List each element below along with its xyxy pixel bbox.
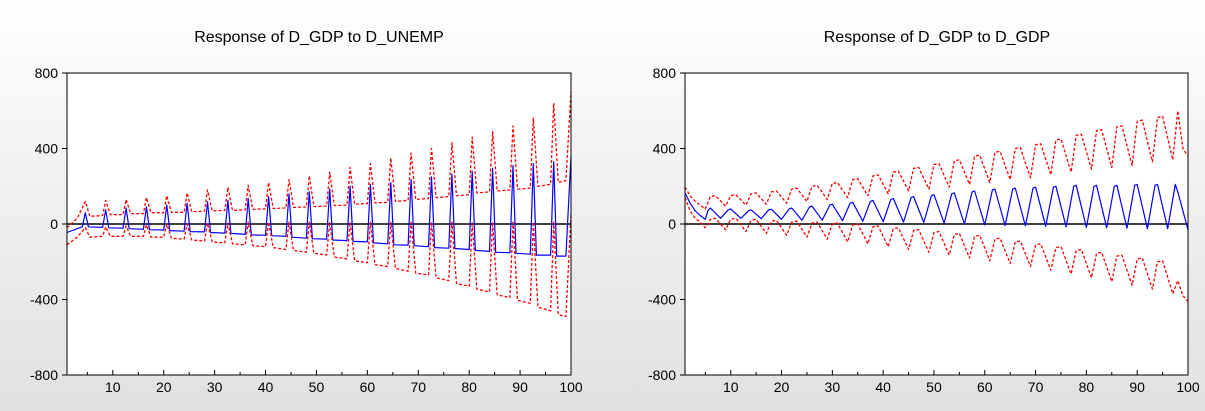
x-tick-label: 30: [207, 379, 223, 395]
y-tick-label: 0: [50, 216, 58, 232]
x-tick-label: 80: [1079, 379, 1095, 395]
x-tick-label: 10: [105, 379, 121, 395]
x-tick-label: 20: [156, 379, 172, 395]
chart-title: Response of D_GDP to D_GDP: [824, 29, 1050, 46]
y-tick-label: 800: [653, 65, 677, 81]
x-tick-label: 90: [1129, 379, 1145, 395]
y-tick-label: 0: [668, 216, 676, 232]
x-tick-label: 100: [559, 379, 583, 395]
x-tick-label: 10: [723, 379, 739, 395]
chart-left: Response of D_GDP to D_UNEMP -800 -400 0 400…: [30, 29, 583, 395]
x-tick-label: 40: [875, 379, 891, 395]
y-tick-label: -400: [648, 292, 676, 308]
y-tick-label: 400: [653, 141, 677, 157]
x-tick-label: 70: [410, 379, 426, 395]
y-tick-label: -800: [648, 367, 676, 383]
lower-band-line: [684, 197, 1189, 302]
y-tick-label: 400: [35, 141, 59, 157]
x-tick-label: 90: [512, 379, 528, 395]
lower-band-line: [66, 214, 572, 318]
x-tick-label: 70: [1028, 379, 1044, 395]
x-tick-label: 60: [977, 379, 993, 395]
x-tick-label: 80: [461, 379, 477, 395]
x-tick-label: 20: [774, 379, 790, 395]
upper-band-line: [684, 110, 1189, 210]
plot-frame: [66, 72, 572, 376]
y-tick-label: -400: [30, 292, 58, 308]
x-tick-label: 100: [1176, 379, 1200, 395]
x-tick-label: 50: [926, 379, 942, 395]
plot-frame: [684, 72, 1189, 376]
response-line: [66, 156, 572, 257]
x-tick-label: 30: [825, 379, 841, 395]
y-tick-label: 800: [35, 65, 59, 81]
response-line: [684, 183, 1189, 230]
x-tick-label: 60: [360, 379, 376, 395]
x-tick-label: 40: [258, 379, 274, 395]
y-tick-label: -800: [30, 367, 58, 383]
chart-right: Response of D_GDP to D_GDP -800 -400 0 400 80…: [648, 29, 1200, 395]
chart-title: Response of D_GDP to D_UNEMP: [194, 29, 444, 46]
x-tick-label: 50: [309, 379, 325, 395]
